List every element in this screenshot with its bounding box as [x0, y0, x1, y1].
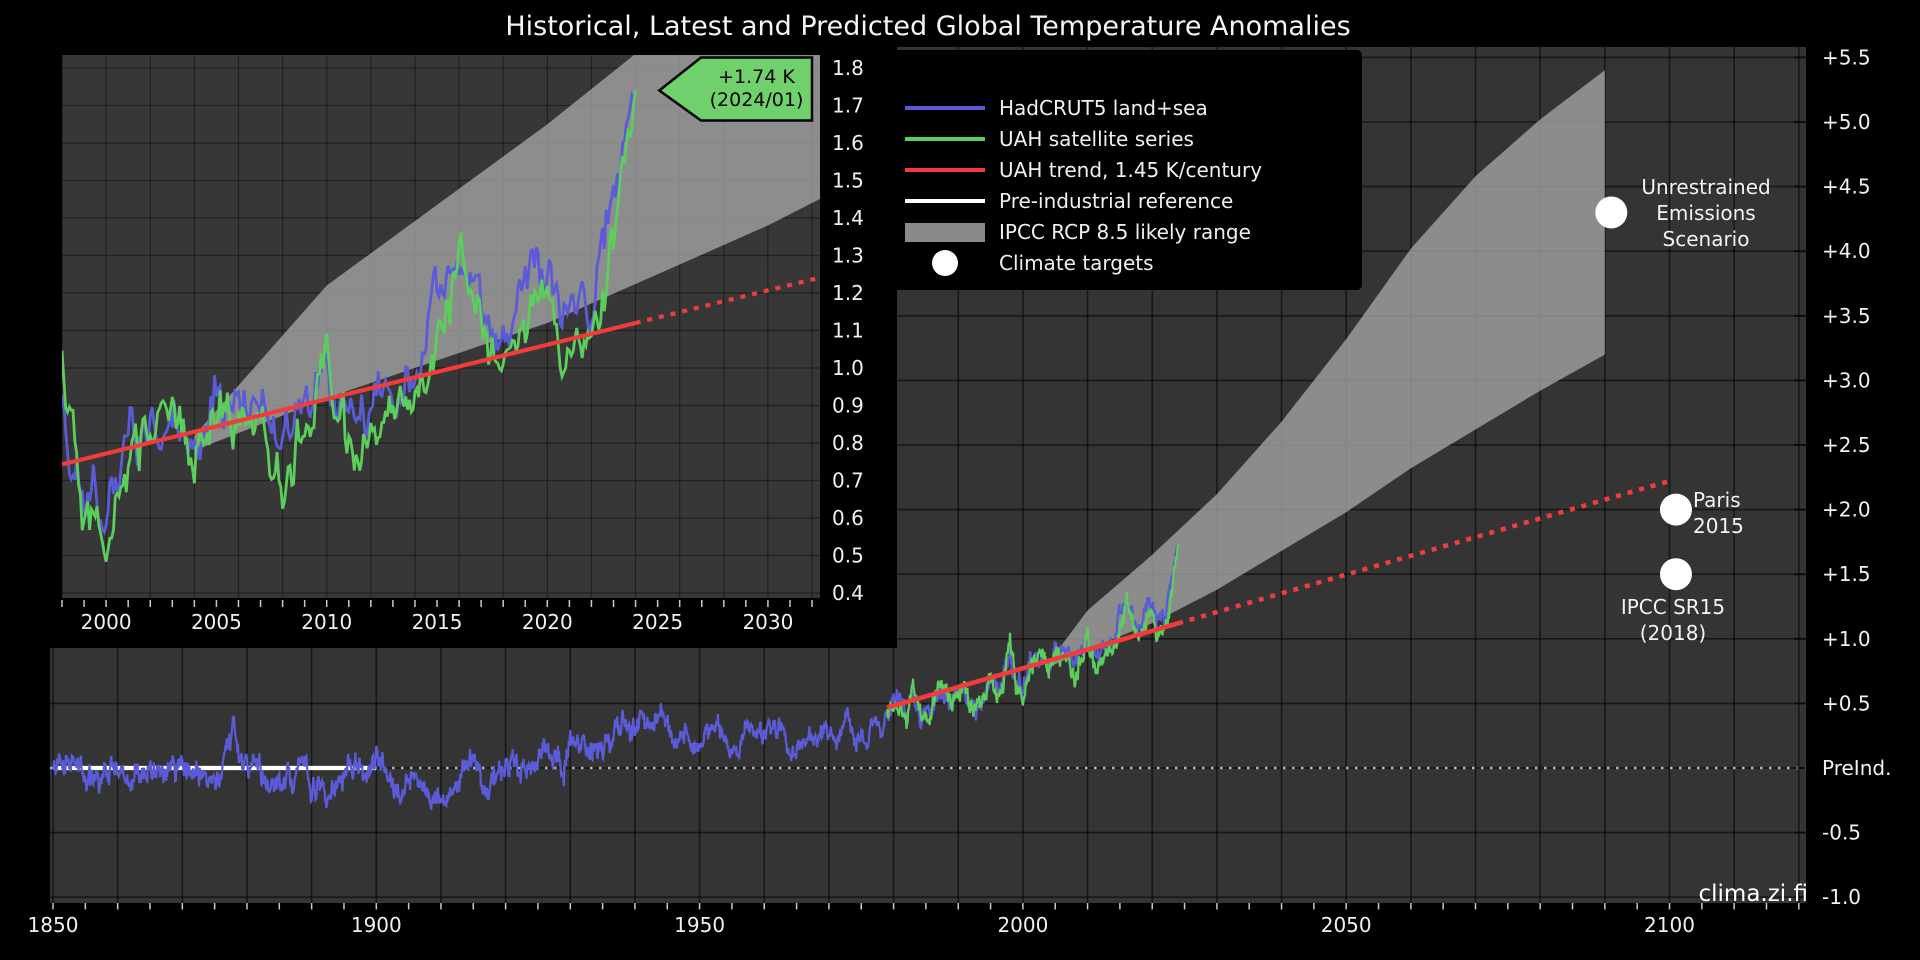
main-x-tick-label: 1900 [351, 913, 402, 937]
inset-y-tick-label: 0.7 [832, 469, 864, 493]
climate-target-dot-ipcc-sr15 [1659, 558, 1692, 591]
legend-swatch-circle-icon [905, 250, 985, 276]
legend-item-label: Pre-industrial reference [999, 189, 1234, 213]
main-y-tick-label: +2.0 [1822, 498, 1871, 522]
main-y-tick-label: PreInd. [1822, 756, 1891, 780]
main-x-tick-label: 2100 [1644, 913, 1695, 937]
inset-x-tick-label: 2015 [412, 610, 463, 634]
legend-item-pre-industrial-reference: Pre-industrial reference [905, 186, 1233, 217]
inset-y-tick-label: 0.5 [832, 544, 864, 568]
inset-y-tick-label: 1.5 [832, 169, 864, 193]
inset-y-tick-label: 1.0 [832, 356, 864, 380]
inset-y-tick-label: 1.7 [832, 94, 864, 118]
main-axis-ticks [52, 903, 1800, 910]
legend-swatch-line-icon [905, 199, 985, 203]
inset-x-tick-label: 2030 [742, 610, 793, 634]
main-y-tick-label: +3.5 [1822, 304, 1871, 328]
main-y-tick-label: +3.0 [1822, 368, 1871, 392]
main-x-tick-label: 2000 [997, 913, 1048, 937]
inset-y-tick-label: 0.6 [832, 506, 864, 530]
legend-item-label: UAH trend, 1.45 K/century [999, 158, 1263, 182]
main-y-tick-label: +5.0 [1822, 110, 1871, 134]
legend-item-label: HadCRUT5 land+sea [999, 96, 1208, 120]
legend-swatch-line-icon [905, 168, 985, 172]
legend-swatch-patch-icon [905, 222, 985, 242]
inset-x-tick-label: 2000 [81, 610, 132, 634]
main-y-tick-label: -0.5 [1822, 821, 1861, 845]
uah-trend-line-inset [61, 320, 637, 467]
inset-x-tick-label: 2025 [632, 610, 683, 634]
annotation-value-label: +1.74 K [718, 66, 795, 88]
main-y-tick-label: -1.0 [1822, 885, 1861, 909]
main-y-tick-label: +4.5 [1822, 175, 1871, 199]
uah-trend-projection-inset [635, 275, 822, 326]
main-y-tick-label: +1.0 [1822, 627, 1871, 651]
inset-x-tick-label: 2005 [191, 610, 242, 634]
annotation-arrow [657, 56, 814, 122]
inset-y-tick-label: 1.1 [832, 319, 864, 343]
legend-item-hadcrut5-land-sea: HadCRUT5 land+sea [905, 93, 1208, 124]
annotation-date-label: (2024/01) [709, 89, 804, 111]
inset-y-tick-label: 1.6 [832, 131, 864, 155]
legend-item-climate-targets: Climate targets [905, 248, 1154, 279]
inset-y-tick-label: 1.8 [832, 56, 864, 80]
main-y-tick-label: +0.5 [1822, 691, 1871, 715]
legend-item-ipcc-rcp-8-5-likely-range: IPCC RCP 8.5 likely range [905, 217, 1251, 248]
target-label-ipcc-sr15: IPCC SR15 (2018) [1620, 595, 1726, 645]
inset-y-tick-label: 1.3 [832, 244, 864, 268]
main-y-tick-label: +4.0 [1822, 239, 1871, 263]
inset-y-tick-label: 0.9 [832, 394, 864, 418]
target-label-unrestrained: Unrestrained Emissions Scenario [1641, 175, 1771, 251]
legend-item-uah-trend-1-45-k-century: UAH trend, 1.45 K/century [905, 155, 1262, 186]
target-label-paris: Paris 2015 [1693, 488, 1744, 538]
legend-item-label: IPCC RCP 8.5 likely range [999, 220, 1251, 244]
inset-y-tick-label: 1.4 [832, 206, 864, 230]
uah-line-inset [62, 90, 637, 563]
legend-item-label: Climate targets [999, 251, 1154, 275]
climate-target-dot-paris [1659, 493, 1692, 526]
main-x-tick-label: 1850 [28, 913, 79, 937]
inset-y-tick-label: 0.4 [832, 581, 864, 605]
chart-title: Historical, Latest and Predicted Global … [505, 11, 1351, 42]
uah-line-main [886, 543, 1180, 730]
inset-plot-area [61, 55, 822, 607]
main-y-tick-label: +1.5 [1822, 562, 1871, 586]
legend-swatch-line-icon [905, 106, 985, 110]
main-x-tick-label: 1950 [674, 913, 725, 937]
main-y-tick-label: +5.5 [1822, 45, 1871, 69]
inset-axis-ticks [61, 600, 813, 607]
main-x-tick-label: 2050 [1321, 913, 1372, 937]
inset-x-tick-label: 2020 [522, 610, 573, 634]
watermark: clima.zi.fi [1698, 881, 1809, 907]
main-right-ticks [1794, 56, 1806, 899]
climate-target-dot-unrestrained [1595, 196, 1628, 229]
uah-trend-projection-main [1177, 478, 1671, 626]
inset-y-tick-label: 1.2 [832, 281, 864, 305]
inset-y-tick-label: 0.8 [832, 431, 864, 455]
legend: HadCRUT5 land+sea UAH satellite series UAH… [826, 50, 1362, 290]
ipcc-band-inset [194, 55, 820, 451]
inset-x-tick-label: 2010 [301, 610, 352, 634]
legend-swatch-line-icon [905, 137, 985, 141]
ipcc-band-main [1048, 70, 1605, 668]
main-y-tick-label: +2.5 [1822, 433, 1871, 457]
legend-item-uah-satellite-series: UAH satellite series [905, 124, 1194, 155]
uah-trend-line-main [886, 621, 1179, 710]
legend-item-label: UAH satellite series [999, 127, 1194, 151]
